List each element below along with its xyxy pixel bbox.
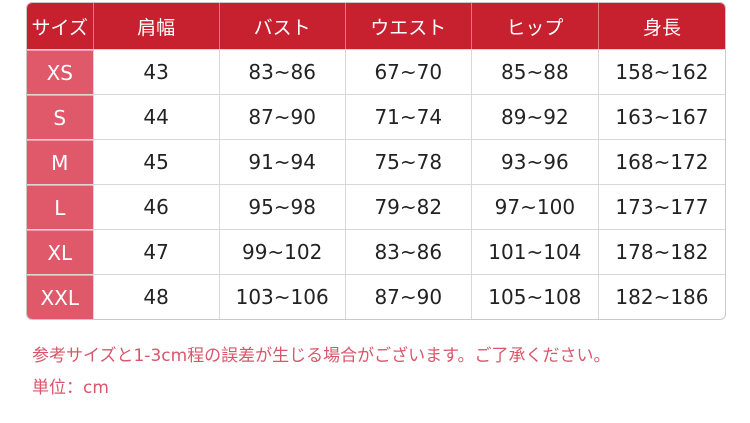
table-cell: 43 [92,50,219,94]
table-cell: 83~86 [218,50,345,94]
table-cell: 103~106 [218,275,345,319]
table-cell: 87~90 [218,95,345,139]
header-cell: 身長 [597,3,725,49]
table-cell: 44 [92,95,219,139]
note-tolerance: 参考サイズと1-3cm程の誤差が生じる場合がございます。ご了承ください。 [32,346,611,366]
size-chart-table: サイズ 肩幅 バスト ウエスト ヒップ 身長 XS 43 83~86 67~70 85~88 158~… [26,2,726,320]
table-cell: 46 [92,185,219,229]
table-row: XS 43 83~86 67~70 85~88 158~162 [27,49,725,94]
table-cell: 173~177 [597,185,725,229]
table-cell: 178~182 [597,230,725,274]
table-cell: 105~108 [470,275,598,319]
header-cell: サイズ [31,16,88,39]
table-cell: 182~186 [597,275,725,319]
table-cell: 83~86 [344,230,471,274]
table-cell: 101~104 [470,230,598,274]
table-cell: 45 [92,140,219,184]
notes: 参考サイズと1-3cm程の誤差が生じる場合がございます。ご了承ください。 単位：… [32,340,610,404]
table-cell: 158~162 [597,50,725,94]
table-cell: 93~96 [470,140,598,184]
size-label: XL [27,230,93,274]
table-header-row: サイズ 肩幅 バスト ウエスト ヒップ 身長 [27,3,725,49]
table-row: M 45 91~94 75~78 93~96 168~172 [27,139,725,184]
table-cell: 91~94 [218,140,345,184]
header-cell: バスト [218,3,345,49]
table-cell: 99~102 [218,230,345,274]
table-cell: 85~88 [470,50,598,94]
table-cell: 47 [92,230,219,274]
table-cell: 168~172 [597,140,725,184]
table-row: XXL 48 103~106 87~90 105~108 182~186 [27,274,725,319]
table-cell: 89~92 [470,95,598,139]
table-row: S 44 87~90 71~74 89~92 163~167 [27,94,725,139]
header-cell: 肩幅 [92,3,219,49]
size-label: S [27,95,93,139]
table-row: L 46 95~98 79~82 97~100 173~177 [27,184,725,229]
header-cell: ヒップ [470,3,598,49]
size-label: M [27,140,93,184]
table-cell: 163~167 [597,95,725,139]
table-cell: 71~74 [344,95,471,139]
size-label: XXL [27,275,93,319]
table-cell: 67~70 [344,50,471,94]
table-cell: 75~78 [344,140,471,184]
table-cell: 48 [92,275,219,319]
size-label: XS [27,50,93,94]
table-cell: 95~98 [218,185,345,229]
table-cell: 97~100 [470,185,598,229]
header-cell: ウエスト [344,3,471,49]
table-row: XL 47 99~102 83~86 101~104 178~182 [27,229,725,274]
table-cell: 87~90 [344,275,471,319]
table-cell: 79~82 [344,185,471,229]
size-label: L [27,185,93,229]
note-unit: 単位：cm [32,378,109,398]
